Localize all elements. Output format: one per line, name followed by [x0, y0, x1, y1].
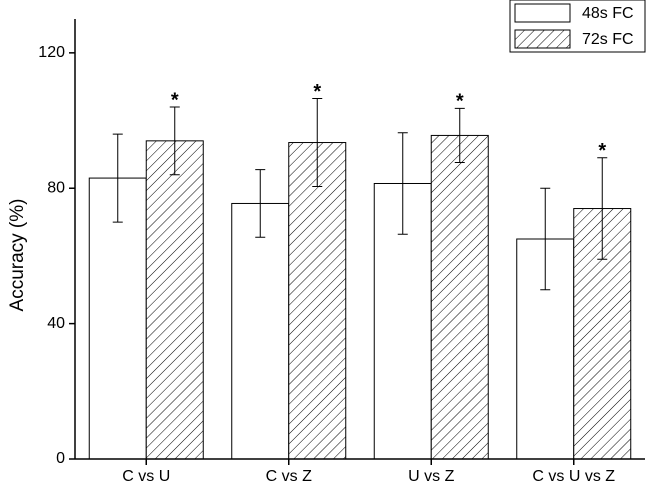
x-tick-label: C vs Z — [266, 468, 312, 485]
error-bar — [112, 133, 123, 223]
significance-mark: * — [313, 81, 321, 103]
y-tick-label: 120 — [38, 44, 65, 61]
legend-label: 48s FC — [582, 5, 634, 22]
significance-mark: * — [598, 140, 606, 162]
error-bar — [454, 107, 465, 164]
error-bar — [255, 169, 266, 238]
x-tick-label: C vs U vs Z — [532, 468, 615, 485]
y-axis-label: Accuracy (%) — [7, 199, 28, 312]
y-tick-label: 80 — [47, 179, 65, 196]
bar — [88, 177, 147, 460]
significance-mark: * — [171, 89, 179, 111]
error-bar — [397, 132, 408, 235]
bar — [145, 140, 204, 460]
bar — [231, 202, 290, 460]
x-tick-label: U vs Z — [408, 468, 454, 485]
legend-swatch — [514, 29, 571, 49]
y-tick-label: 0 — [56, 450, 65, 467]
y-tick-label: 40 — [47, 315, 65, 332]
legend-swatch — [514, 3, 571, 23]
significance-mark: * — [456, 91, 464, 113]
error-bar — [597, 157, 608, 260]
error-bar — [169, 106, 180, 176]
error-bar — [540, 187, 551, 291]
x-tick-label: C vs U — [122, 468, 170, 485]
legend-label: 72s FC — [582, 31, 634, 48]
bar — [430, 134, 489, 460]
error-bar — [312, 98, 323, 188]
bar — [288, 142, 347, 460]
